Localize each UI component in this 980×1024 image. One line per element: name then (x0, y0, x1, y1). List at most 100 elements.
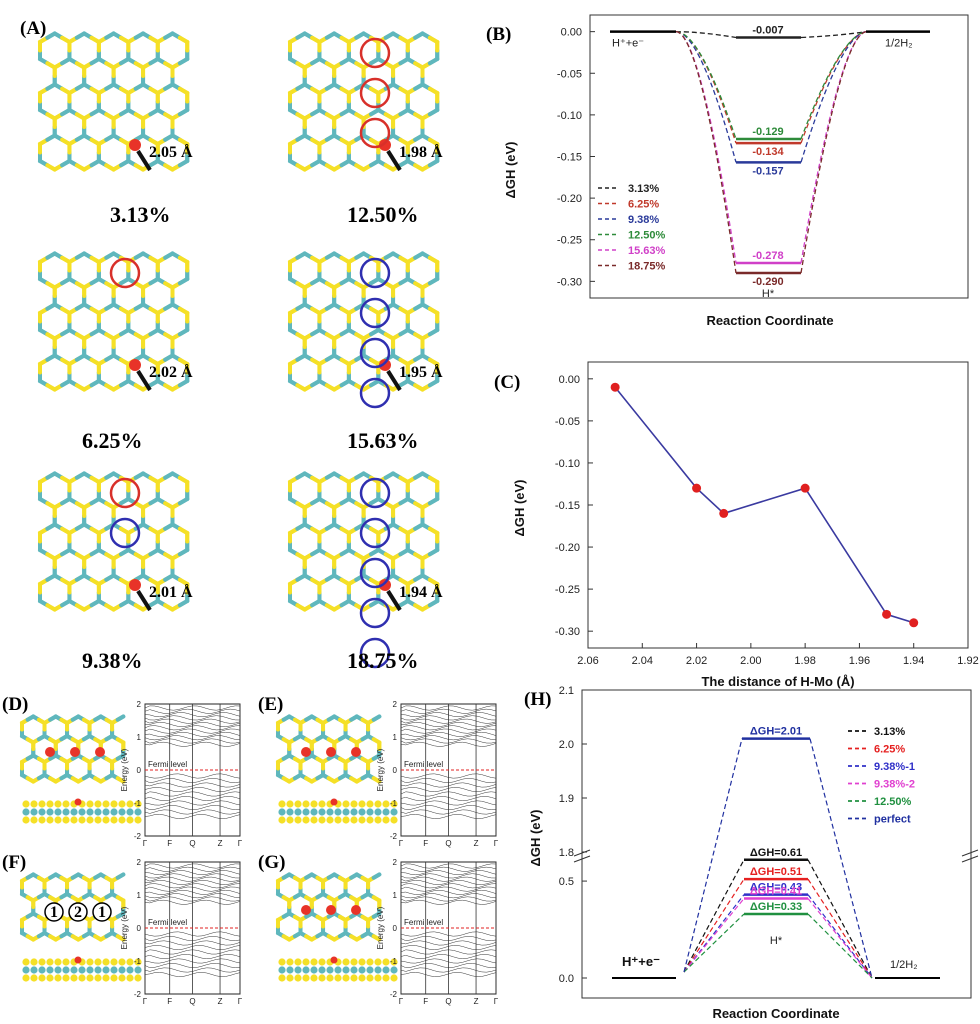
band-line (400, 880, 497, 885)
hydrogen-atom (129, 139, 141, 151)
series-line-out (800, 31, 867, 144)
legend-label: 18.75% (628, 261, 666, 273)
slab-atom (390, 966, 398, 974)
slab-atom (374, 974, 382, 982)
slab-atom (54, 808, 62, 816)
initial-state-label: H⁺+e⁻ (612, 38, 644, 50)
x-tick-label: 1.96 (849, 655, 870, 667)
y-tick-label: 0.00 (559, 374, 580, 386)
bond (371, 911, 382, 919)
h-mo-bond-arrow (136, 589, 152, 612)
h-mo-distance-label: 1.98 Å (399, 143, 443, 161)
lattice-bonds (288, 251, 440, 392)
slab-atom (110, 966, 118, 974)
slab-atom (390, 958, 398, 966)
bond (427, 497, 440, 506)
slab-atom (390, 974, 398, 982)
slab-atom (294, 800, 302, 808)
value-label: -0.134 (752, 146, 784, 158)
slab-atom (326, 966, 334, 974)
slab-atom (62, 800, 70, 808)
legend-label: 12.50% (628, 230, 666, 242)
band-line (400, 893, 497, 899)
slab-atom (62, 974, 70, 982)
slab-atom (366, 974, 374, 982)
legend-label: perfect (874, 814, 911, 826)
lattice-bonds (20, 714, 126, 784)
slab-atom (278, 808, 286, 816)
band-y-tick-label: 2 (137, 700, 142, 709)
h-mo-distance-label: 1.95 Å (399, 363, 443, 381)
h-mo-bond-arrow (136, 369, 152, 392)
bond (177, 108, 190, 117)
slab-atom (326, 974, 334, 982)
slab-atom (126, 974, 134, 982)
slab-atom (310, 966, 318, 974)
k-point-label: Q (445, 997, 451, 1006)
site-number: 1 (50, 904, 58, 921)
slab-atom (118, 974, 126, 982)
slab-atom (374, 800, 382, 808)
slab-atom (382, 966, 390, 974)
dopant-atom (70, 747, 80, 757)
bond (177, 328, 190, 337)
slab-atom (334, 816, 342, 824)
hydrogen-atom (379, 579, 391, 591)
band-line (144, 954, 241, 959)
y-tick-label: 0.0 (559, 973, 574, 985)
final-state-label: 1/2H₂ (885, 38, 913, 50)
lattice-bonds (38, 31, 190, 172)
band-y-tick-label: 1 (393, 733, 398, 742)
bond (115, 872, 126, 880)
slab-atom (30, 974, 38, 982)
slab-atom (54, 816, 62, 824)
y-tick-label: -0.10 (555, 458, 580, 470)
hydrogen-atom (129, 359, 141, 371)
slab-atom (342, 800, 350, 808)
band-line (144, 778, 241, 783)
band-line (144, 972, 241, 977)
series-line-out (800, 31, 867, 39)
concentration-label: 6.25% (82, 428, 143, 453)
band-line (400, 796, 497, 801)
slab-atom (294, 808, 302, 816)
series-line-in (675, 30, 737, 163)
h-mo-bond-arrow (386, 149, 402, 172)
k-point-label: Q (189, 997, 195, 1006)
slab-atom (382, 974, 390, 982)
x-tick-label: 2.06 (577, 655, 598, 667)
band-line (144, 718, 241, 724)
slab-atom (302, 800, 310, 808)
dopant-atom (351, 747, 361, 757)
band-line (144, 889, 241, 895)
y-tick-label: -0.30 (555, 626, 580, 638)
slab-atom (350, 958, 358, 966)
slab-dopant (74, 956, 82, 964)
slab-atom (54, 974, 62, 982)
slab-atom (310, 958, 318, 966)
slab-atom (382, 800, 390, 808)
legend-label: 6.25% (628, 199, 659, 211)
value-label: -0.290 (752, 276, 783, 288)
series-line-in (683, 878, 745, 973)
slab-atom (134, 808, 142, 816)
band-line (400, 940, 497, 946)
slab-atom (126, 816, 134, 824)
series-line-out (807, 859, 873, 979)
k-point-label: Γ (238, 839, 243, 848)
fermi-level-label: Fermi level (404, 918, 443, 927)
band-line (144, 967, 241, 973)
series-line-out (800, 31, 867, 140)
band-line (400, 931, 497, 937)
bond (427, 328, 440, 337)
slab-atom (94, 958, 102, 966)
band-panel-label: (D) (2, 694, 28, 715)
value-label: ΔGH=0.61 (750, 847, 802, 859)
series-line-in (683, 898, 745, 973)
band-line (400, 741, 497, 747)
bond (427, 108, 440, 117)
slab-atom (374, 816, 382, 824)
panel-c-label: (C) (494, 372, 520, 393)
value-label: ΔGH=0.41 (750, 886, 802, 898)
concentration-label: 15.63% (347, 428, 419, 453)
